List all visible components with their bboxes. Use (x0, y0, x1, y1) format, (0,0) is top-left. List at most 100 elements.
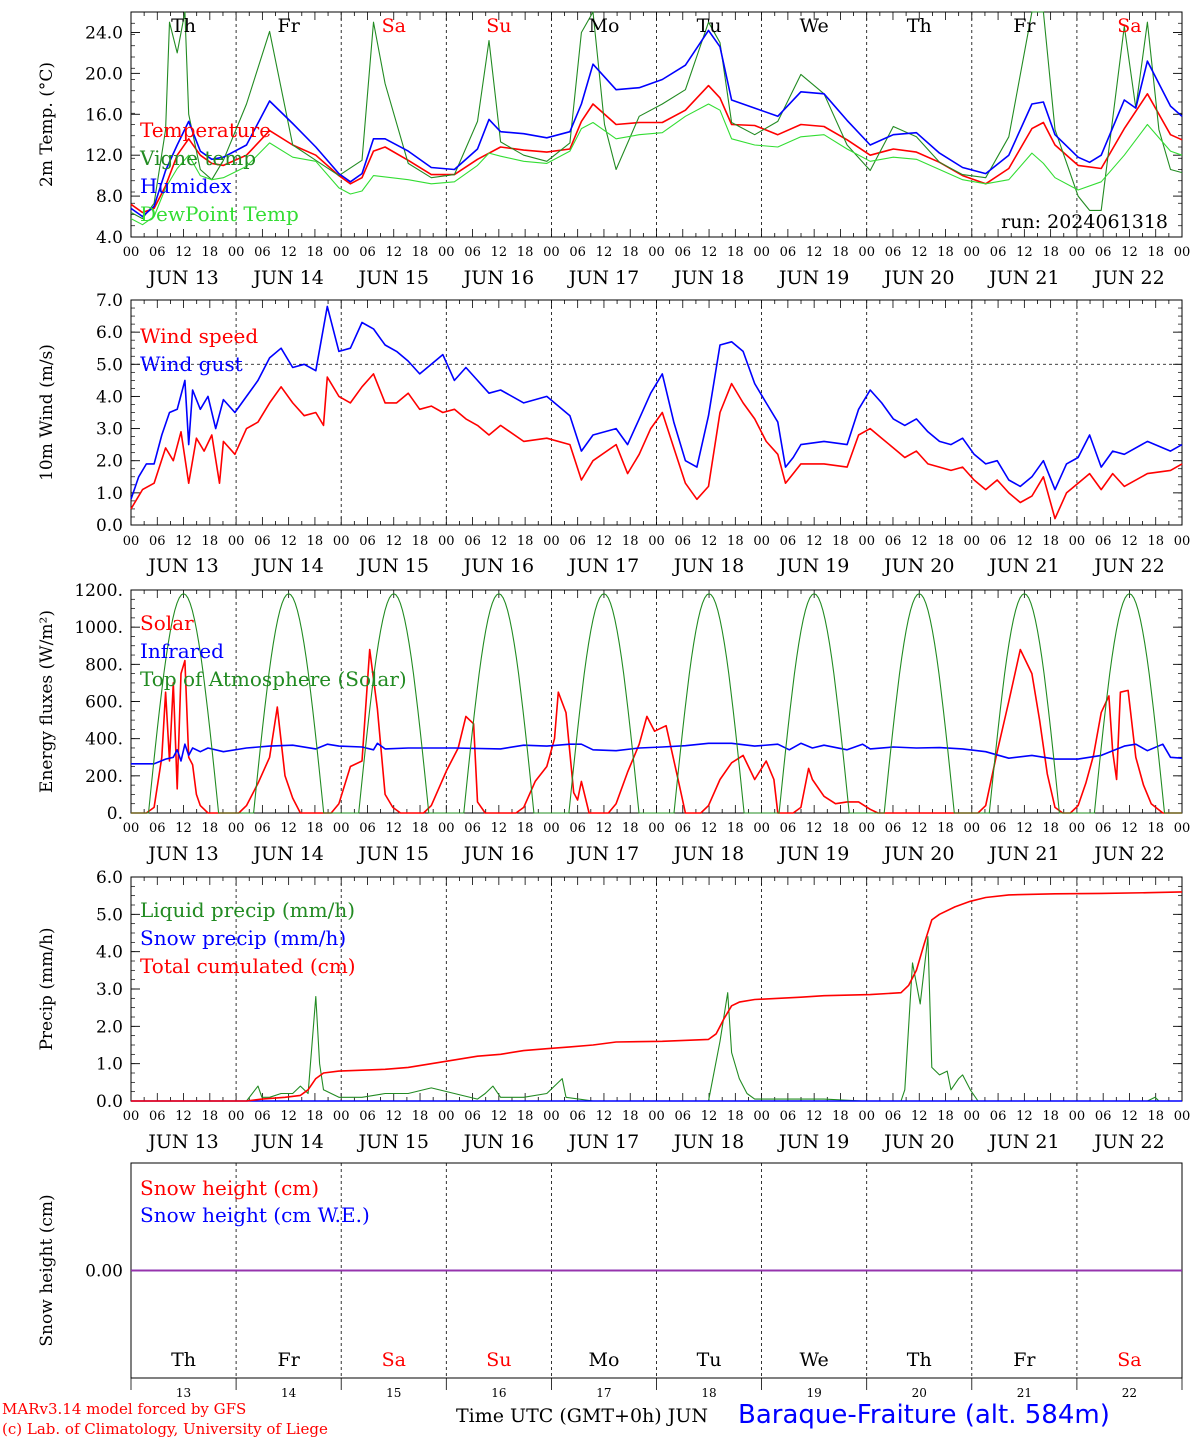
date-label: JUN 17 (567, 843, 639, 865)
series-line-infrared (131, 742, 1183, 765)
date-label: JUN 17 (567, 555, 639, 577)
panel-4 (130, 876, 1183, 1102)
hour-label: 18 (412, 1109, 429, 1124)
series-line-dewpoint-temp (130, 103, 1183, 226)
hour-label: 06 (1095, 245, 1112, 260)
hour-label: 00 (964, 245, 981, 260)
day-number-label: 21 (1017, 1386, 1032, 1400)
hour-label: 00 (438, 1109, 455, 1124)
y-tick-label: 1.0 (96, 1055, 123, 1075)
hour-label: 06 (464, 1109, 481, 1124)
hour-label: 18 (832, 1109, 849, 1124)
hour-label: 00 (753, 821, 770, 836)
hour-label: 00 (438, 821, 455, 836)
hour-label: 06 (990, 821, 1007, 836)
hour-label: 12 (596, 245, 613, 260)
hour-label: 18 (622, 245, 639, 260)
date-label: JUN 22 (1092, 267, 1164, 289)
hour-label: 00 (858, 821, 875, 836)
day-of-week-label: Sa (382, 15, 406, 37)
hour-label: 12 (491, 1109, 508, 1124)
hour-label: 12 (701, 534, 718, 549)
hour-label: 12 (1121, 821, 1138, 836)
hour-label: 06 (1095, 1109, 1112, 1124)
day-number-label: 18 (701, 1386, 716, 1400)
hour-label: 06 (885, 245, 902, 260)
hour-label: 06 (675, 1109, 692, 1124)
day-of-week-label: Th (907, 1349, 932, 1371)
hour-label: 00 (648, 1109, 665, 1124)
y-tick-label: 3.0 (96, 980, 123, 1000)
hour-label: 18 (727, 821, 744, 836)
date-label: JUN 22 (1092, 1131, 1164, 1153)
y-tick-label: 0. (107, 804, 123, 824)
hour-label: 06 (569, 1109, 586, 1124)
date-label: JUN 20 (882, 1131, 954, 1153)
y-tick-label: 5.0 (96, 905, 123, 925)
y-tick-label: 16.0 (85, 105, 123, 125)
day-of-week-label: Mo (588, 1349, 619, 1371)
hour-label: 00 (964, 1109, 981, 1124)
hour-label: 12 (806, 821, 823, 836)
hour-label: 00 (648, 245, 665, 260)
hour-label: 06 (149, 821, 166, 836)
hour-label: 06 (254, 534, 271, 549)
date-label: JUN 16 (462, 1131, 534, 1153)
hour-label: 12 (911, 245, 928, 260)
hour-label: 12 (175, 534, 192, 549)
day-of-week-label: Su (486, 15, 511, 37)
hour-label: 12 (385, 1109, 402, 1124)
hour-label: 06 (885, 1109, 902, 1124)
y-tick-label: 6.0 (96, 868, 123, 888)
hour-label: 00 (543, 1109, 560, 1124)
hour-label: 18 (1042, 821, 1059, 836)
legend-label: Vigne temp (139, 146, 256, 170)
hour-label: 06 (990, 1109, 1007, 1124)
hour-label: 12 (806, 1109, 823, 1124)
hour-label: 00 (123, 245, 140, 260)
hour-label: 00 (1174, 245, 1191, 260)
hour-label: 06 (675, 821, 692, 836)
day-number-label: 17 (596, 1386, 611, 1400)
hour-label: 06 (780, 1109, 797, 1124)
day-of-week-label: Su (486, 1349, 511, 1371)
date-label: JUN 21 (987, 1131, 1059, 1153)
hour-label: 18 (517, 245, 534, 260)
hour-label: 00 (1174, 1109, 1191, 1124)
hour-label: 00 (648, 821, 665, 836)
y-tick-label: 2.0 (96, 1017, 123, 1037)
y-tick-label: 6.0 (96, 323, 123, 343)
y-tick-label: 12.0 (85, 146, 123, 166)
hour-label: 18 (307, 245, 324, 260)
hour-label: 18 (1042, 245, 1059, 260)
hour-label: 12 (911, 1109, 928, 1124)
hour-label: 06 (359, 534, 376, 549)
date-label: JUN 15 (357, 1131, 429, 1153)
series-line-wind-gust (130, 305, 1183, 500)
y-tick-label: 800. (85, 655, 123, 675)
hour-label: 06 (990, 534, 1007, 549)
hour-label: 06 (464, 245, 481, 260)
hour-label: 06 (569, 821, 586, 836)
y-axis-label: Snow height (cm) (37, 1194, 57, 1346)
y-tick-label: 1200. (74, 581, 123, 601)
hour-label: 06 (990, 245, 1007, 260)
y-axis-label: 2m Temp. (°C) (37, 62, 57, 187)
hour-label: 12 (1121, 1109, 1138, 1124)
date-label: JUN 17 (567, 267, 639, 289)
y-axis-label: 10m Wind (m/s) (37, 344, 57, 481)
date-label: JUN 14 (251, 555, 323, 577)
hour-label: 00 (333, 534, 350, 549)
date-label: JUN 13 (146, 555, 218, 577)
hour-label: 12 (1016, 1109, 1033, 1124)
hour-label: 18 (307, 821, 324, 836)
series-line-wind-speed (130, 373, 1183, 520)
legend-label: DewPoint Temp (140, 202, 299, 226)
day-number-label: 15 (386, 1386, 401, 1400)
day-of-week-label: Th (171, 1349, 196, 1371)
hour-label: 00 (123, 821, 140, 836)
hour-label: 00 (1069, 1109, 1086, 1124)
time-axis-label: Time UTC (GMT+0h) JUN (456, 1405, 708, 1427)
hour-label: 12 (806, 245, 823, 260)
hour-label: 18 (727, 1109, 744, 1124)
